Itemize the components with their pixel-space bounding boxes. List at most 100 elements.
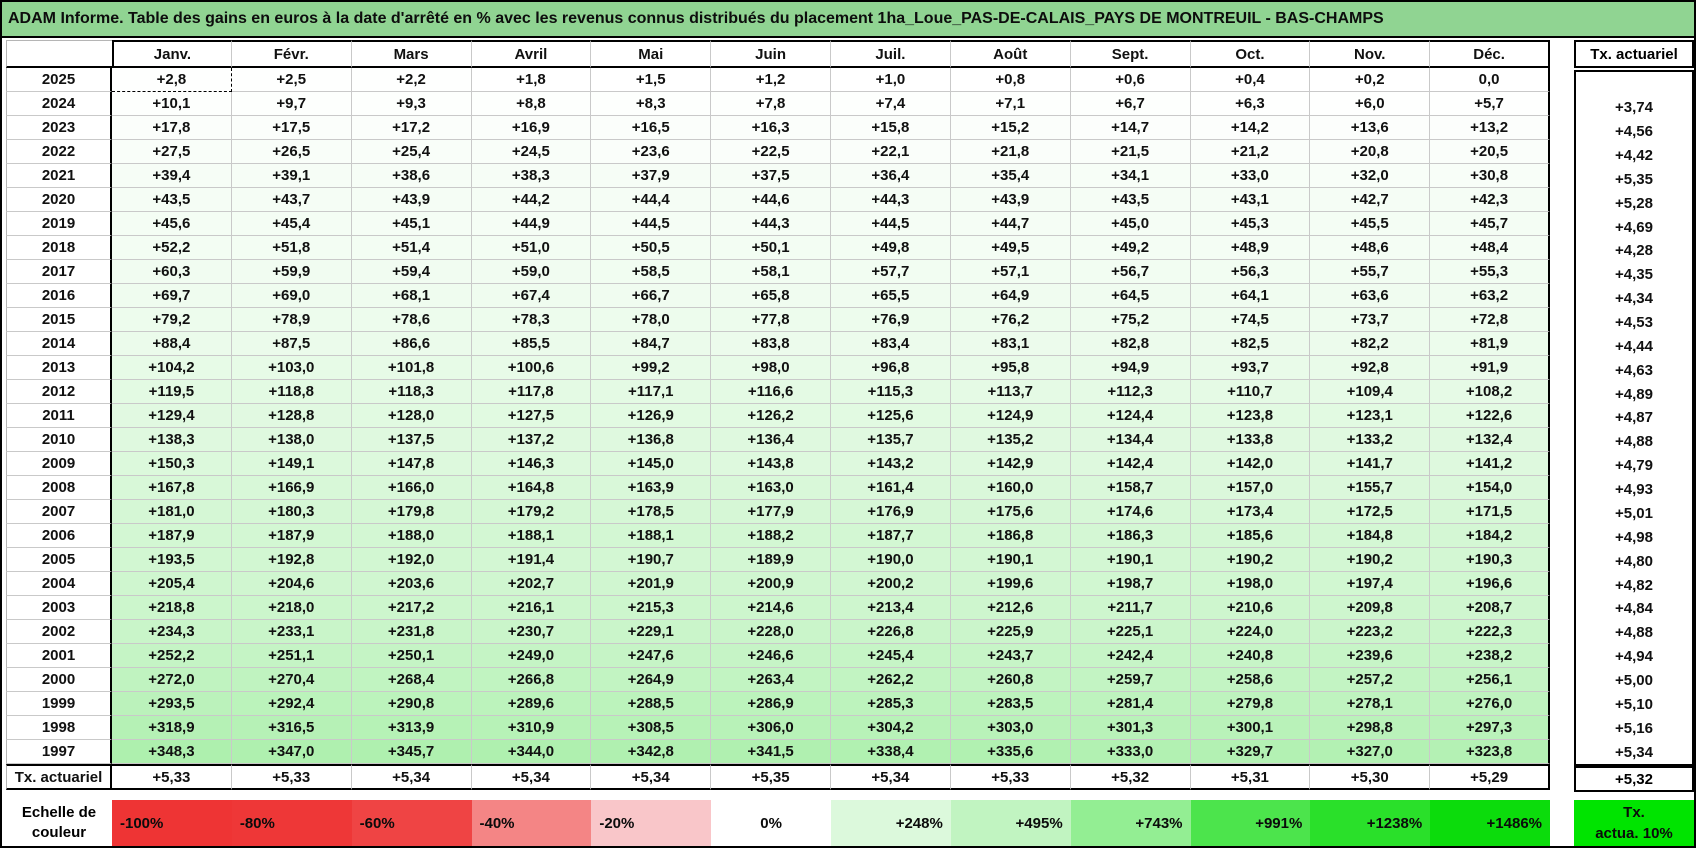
cell-1999-m4[interactable]: +289,6 [471,692,592,716]
cell-2018-m12[interactable]: +48,4 [1430,236,1550,260]
tx-value-1997[interactable]: +5,34 [1615,743,1653,761]
cell-2012-m12[interactable]: +108,2 [1430,380,1550,404]
scale-cell-3[interactable]: -60% [351,800,472,846]
cell-2017-m7[interactable]: +57,7 [831,260,951,284]
row-year-2005[interactable]: 2005 [6,548,112,572]
cell-2005-m11[interactable]: +190,2 [1310,548,1431,572]
scale-cell-8[interactable]: +495% [950,800,1071,846]
cell-2020-m11[interactable]: +42,7 [1310,188,1431,212]
cell-2016-m11[interactable]: +63,6 [1310,284,1431,308]
row-year-2018[interactable]: 2018 [6,236,112,260]
cell-2017-m9[interactable]: +56,7 [1070,260,1191,284]
cell-2022-m9[interactable]: +21,5 [1070,140,1191,164]
cell-2015-m10[interactable]: +74,5 [1190,308,1311,332]
cell-2009-m6[interactable]: +143,8 [711,452,831,476]
cell-2004-m1[interactable]: +205,4 [112,572,232,596]
cell-2018-m2[interactable]: +51,8 [231,236,352,260]
cell-2020-m4[interactable]: +44,2 [471,188,592,212]
cell-2024-m8[interactable]: +7,1 [950,92,1071,116]
cell-2014-m11[interactable]: +82,2 [1310,332,1431,356]
cell-2017-m5[interactable]: +58,5 [591,260,712,284]
cell-2003-m4[interactable]: +216,1 [471,596,592,620]
cell-1999-m5[interactable]: +288,5 [591,692,712,716]
cell-2017-m12[interactable]: +55,3 [1430,260,1550,284]
cell-1998-m3[interactable]: +313,9 [351,716,472,740]
cell-2023-m5[interactable]: +16,5 [591,116,712,140]
footer-cell-m12[interactable]: +5,29 [1430,764,1550,790]
cell-2004-m9[interactable]: +198,7 [1070,572,1191,596]
cell-2014-m3[interactable]: +86,6 [351,332,472,356]
cell-2006-m4[interactable]: +188,1 [471,524,592,548]
cell-2019-m10[interactable]: +45,3 [1190,212,1311,236]
cell-2011-m1[interactable]: +129,4 [112,404,232,428]
tx-value-2024[interactable]: +3,74 [1615,99,1653,117]
cell-2018-m3[interactable]: +51,4 [351,236,472,260]
month-header-4[interactable]: Avril [471,40,592,68]
cell-1998-m7[interactable]: +304,2 [831,716,951,740]
cell-2008-m6[interactable]: +163,0 [711,476,831,500]
tx-value-2014[interactable]: +4,44 [1615,337,1653,355]
cell-2023-m1[interactable]: +17,8 [112,116,232,140]
cell-2024-m10[interactable]: +6,3 [1190,92,1311,116]
cell-2013-m7[interactable]: +96,8 [831,356,951,380]
cell-2013-m10[interactable]: +93,7 [1190,356,1311,380]
month-header-5[interactable]: Mai [591,40,712,68]
cell-2021-m9[interactable]: +34,1 [1070,164,1191,188]
footer-cell-m8[interactable]: +5,33 [950,764,1071,790]
cell-1997-m4[interactable]: +344,0 [471,740,592,764]
row-year-2015[interactable]: 2015 [6,308,112,332]
footer-row-label[interactable]: Tx. actuariel [6,764,112,790]
cell-2015-m5[interactable]: +78,0 [591,308,712,332]
row-year-2011[interactable]: 2011 [6,404,112,428]
row-year-2000[interactable]: 2000 [6,668,112,692]
footer-cell-m3[interactable]: +5,34 [351,764,472,790]
cell-2024-m5[interactable]: +8,3 [591,92,712,116]
cell-2013-m3[interactable]: +101,8 [351,356,472,380]
scale-cell-2[interactable]: -80% [231,800,352,846]
cell-2012-m9[interactable]: +112,3 [1070,380,1191,404]
cell-2013-m2[interactable]: +103,0 [231,356,352,380]
cell-2000-m3[interactable]: +268,4 [351,668,472,692]
cell-2000-m12[interactable]: +256,1 [1430,668,1550,692]
cell-1999-m3[interactable]: +290,8 [351,692,472,716]
cell-2013-m12[interactable]: +91,9 [1430,356,1550,380]
row-year-2017[interactable]: 2017 [6,260,112,284]
cell-2025-m11[interactable]: +0,2 [1310,68,1431,92]
cell-2009-m5[interactable]: +145,0 [591,452,712,476]
row-year-2012[interactable]: 2012 [6,380,112,404]
cell-2002-m9[interactable]: +225,1 [1070,620,1191,644]
row-year-2022[interactable]: 2022 [6,140,112,164]
cell-2008-m10[interactable]: +157,0 [1190,476,1311,500]
row-year-2003[interactable]: 2003 [6,596,112,620]
footer-cell-m11[interactable]: +5,30 [1310,764,1431,790]
cell-2023-m2[interactable]: +17,5 [231,116,352,140]
cell-2007-m12[interactable]: +171,5 [1430,500,1550,524]
cell-1999-m2[interactable]: +292,4 [231,692,352,716]
cell-2012-m7[interactable]: +115,3 [831,380,951,404]
cell-2025-m2[interactable]: +2,5 [231,68,352,92]
cell-2003-m6[interactable]: +214,6 [711,596,831,620]
cell-1997-m8[interactable]: +335,6 [950,740,1071,764]
cell-2020-m1[interactable]: +43,5 [112,188,232,212]
cell-2004-m8[interactable]: +199,6 [950,572,1071,596]
cell-1998-m4[interactable]: +310,9 [471,716,592,740]
cell-2015-m11[interactable]: +73,7 [1310,308,1431,332]
cell-2020-m12[interactable]: +42,3 [1430,188,1550,212]
cell-2024-m9[interactable]: +6,7 [1070,92,1191,116]
cell-2010-m12[interactable]: +132,4 [1430,428,1550,452]
cell-2010-m9[interactable]: +134,4 [1070,428,1191,452]
tx-value-2021[interactable]: +5,35 [1615,170,1653,188]
footer-cell-m7[interactable]: +5,34 [831,764,951,790]
cell-2001-m4[interactable]: +249,0 [471,644,592,668]
cell-2021-m5[interactable]: +37,9 [591,164,712,188]
cell-1998-m10[interactable]: +300,1 [1190,716,1311,740]
cell-2019-m12[interactable]: +45,7 [1430,212,1550,236]
cell-2001-m7[interactable]: +245,4 [831,644,951,668]
cell-2008-m4[interactable]: +164,8 [471,476,592,500]
cell-2019-m3[interactable]: +45,1 [351,212,472,236]
cell-2018-m9[interactable]: +49,2 [1070,236,1191,260]
cell-2003-m9[interactable]: +211,7 [1070,596,1191,620]
cell-2012-m10[interactable]: +110,7 [1190,380,1311,404]
cell-2004-m10[interactable]: +198,0 [1190,572,1311,596]
cell-2002-m5[interactable]: +229,1 [591,620,712,644]
